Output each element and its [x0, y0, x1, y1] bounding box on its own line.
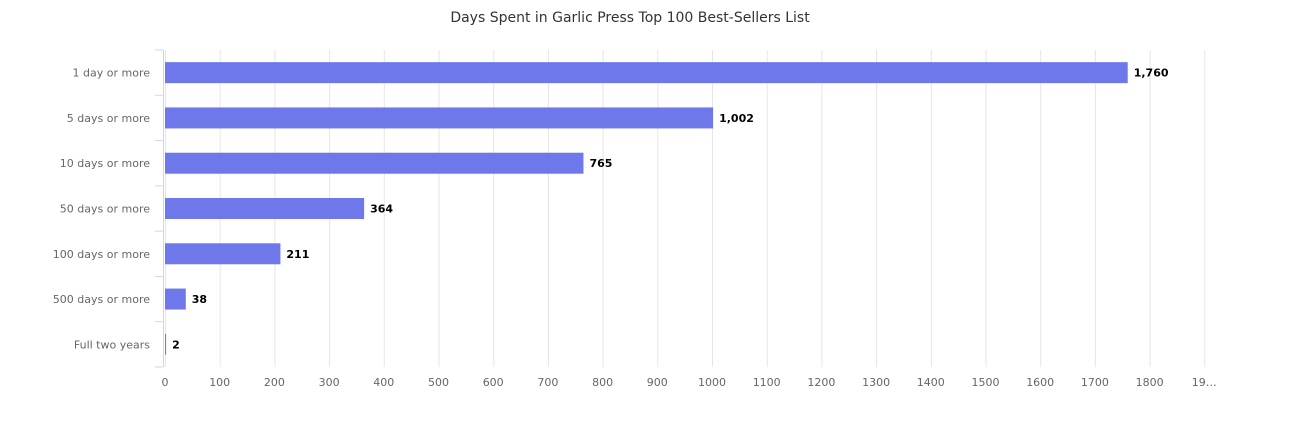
- chart-title: Days Spent in Garlic Press Top 100 Best-…: [450, 10, 810, 26]
- x-tick-label: 1700: [1081, 376, 1109, 389]
- bar[interactable]: [165, 243, 281, 265]
- x-tick-label: 1500: [972, 376, 1000, 389]
- data-label: 38: [192, 293, 207, 306]
- x-tick-label: 1800: [1136, 376, 1164, 389]
- category-label: 50 days or more: [60, 203, 150, 216]
- x-tick-label: 1400: [917, 376, 945, 389]
- x-tick-label: 1300: [862, 376, 890, 389]
- category-label: 10 days or more: [60, 157, 150, 170]
- x-tick-label: 0: [162, 376, 169, 389]
- bar[interactable]: [165, 288, 186, 310]
- x-tick-label: 900: [647, 376, 668, 389]
- x-tick-label: 800: [592, 376, 613, 389]
- category-label: 500 days or more: [53, 293, 150, 306]
- data-label: 1,002: [719, 112, 754, 125]
- data-label: 364: [370, 203, 393, 216]
- bar[interactable]: [165, 62, 1128, 84]
- x-tick-label: 1100: [753, 376, 781, 389]
- x-tick-label: 100: [209, 376, 230, 389]
- x-tick-label: 700: [537, 376, 558, 389]
- x-tick-label: 1200: [807, 376, 835, 389]
- x-tick-label: 1000: [698, 376, 726, 389]
- x-tick-label: 1600: [1026, 376, 1054, 389]
- data-label: 1,760: [1134, 67, 1169, 80]
- category-label: 100 days or more: [53, 248, 150, 261]
- bar[interactable]: [165, 152, 584, 174]
- data-label: 211: [286, 248, 309, 261]
- bar[interactable]: [165, 333, 167, 355]
- x-tick-label: 400: [373, 376, 394, 389]
- x-tick-label: 200: [264, 376, 285, 389]
- category-label: Full two years: [74, 338, 150, 351]
- bar[interactable]: [165, 198, 365, 219]
- x-tick-label: 19…: [1192, 376, 1217, 389]
- data-label: 765: [589, 157, 612, 170]
- x-tick-label: 300: [319, 376, 340, 389]
- category-label: 1 day or more: [73, 67, 151, 80]
- x-tick-label: 600: [483, 376, 504, 389]
- bar[interactable]: [165, 107, 714, 129]
- category-label: 5 days or more: [67, 112, 150, 125]
- data-label: 2: [172, 338, 180, 351]
- x-tick-label: 500: [428, 376, 449, 389]
